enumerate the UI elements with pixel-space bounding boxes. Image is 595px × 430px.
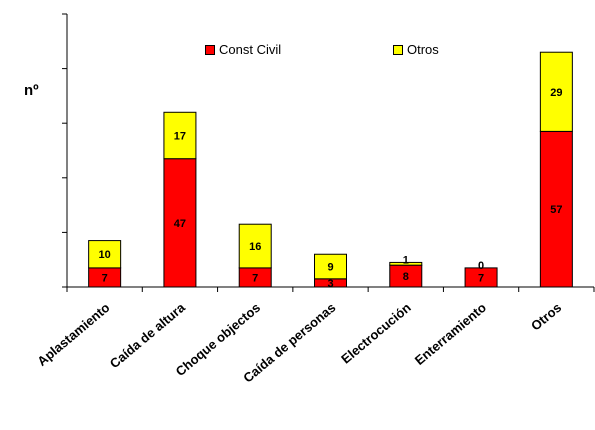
legend-swatch-const-civil — [205, 44, 215, 55]
legend-swatch-otros — [393, 44, 403, 55]
bar-otros — [389, 261, 423, 266]
x-tick-label: Otros — [528, 300, 564, 334]
data-label-otros: 1 — [403, 254, 409, 266]
data-label-otros: 9 — [327, 262, 333, 274]
data-label-const-civil: 7 — [478, 272, 484, 284]
y-axis-label: nº — [24, 82, 39, 99]
data-label-const-civil: 47 — [174, 218, 186, 230]
legend-item-const-civil: Const Civil — [205, 42, 281, 57]
data-label-otros: 29 — [550, 87, 562, 99]
data-label-const-civil: 7 — [252, 272, 258, 284]
legend-label-otros: Otros — [407, 42, 439, 57]
bar-otros — [539, 51, 573, 132]
data-label-otros: 17 — [174, 130, 186, 142]
data-label-otros: 16 — [249, 241, 261, 253]
bar-otros — [238, 223, 272, 269]
bar-otros — [88, 240, 122, 269]
data-label-otros: 0 — [478, 260, 484, 272]
bar-otros — [163, 111, 197, 160]
bar-const-civil — [163, 158, 197, 288]
bar-const-civil — [464, 267, 498, 288]
data-label-const-civil: 57 — [550, 204, 562, 216]
x-tick-label: Electrocución — [338, 300, 414, 367]
x-tick-label: Aplastamiento — [34, 300, 112, 369]
x-tick-label: Enterramiento — [412, 300, 489, 368]
legend-label-const-civil: Const Civil — [219, 42, 282, 57]
data-label-const-civil: 7 — [102, 272, 108, 284]
data-label-const-civil: 3 — [327, 278, 333, 290]
legend-item-otros: Otros — [393, 42, 439, 57]
data-label-const-civil: 8 — [403, 271, 409, 283]
data-label-otros: 10 — [99, 249, 111, 261]
bar-otros — [314, 253, 347, 280]
x-tick-label: Caída de altura — [107, 299, 189, 371]
